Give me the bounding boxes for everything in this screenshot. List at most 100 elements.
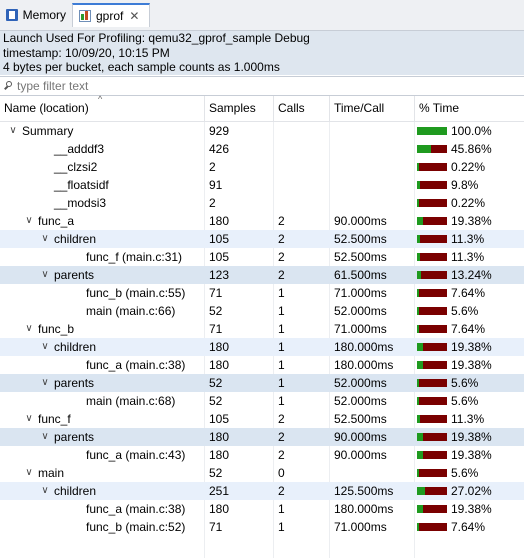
pct-time-bar	[417, 487, 447, 495]
column-divider	[329, 96, 330, 558]
table-row[interactable]: __adddf3 426 45.86%	[0, 140, 524, 158]
close-icon[interactable]: ✕	[129, 9, 140, 23]
row-samples: 180	[209, 340, 230, 354]
row-calls: 1	[278, 286, 285, 300]
row-pct-time: 7.64%	[451, 322, 486, 336]
row-samples: 52	[209, 304, 223, 318]
row-calls: 1	[278, 322, 285, 336]
row-calls: 1	[278, 304, 285, 318]
pct-time-bar-fill	[417, 253, 421, 261]
row-samples: 180	[209, 448, 230, 462]
column-header-samples-label: Samples	[209, 101, 256, 115]
pct-time-bar-fill	[417, 235, 421, 243]
row-samples: 929	[209, 124, 230, 138]
row-calls: 1	[278, 394, 285, 408]
expand-toggle-icon[interactable]: ∨	[41, 341, 49, 352]
row-time-call: 180.000ms	[334, 340, 394, 354]
row-name: parents	[54, 268, 95, 282]
bucket-info: 4 bytes per bucket, each sample counts a…	[3, 60, 280, 74]
expand-toggle-icon[interactable]: ∨	[41, 269, 49, 280]
row-pct-time: 0.22%	[451, 160, 486, 174]
row-pct-time: 11.3%	[451, 232, 485, 246]
row-name: func_b (main.c:52)	[86, 520, 186, 534]
column-divider	[204, 96, 205, 558]
row-samples: 52	[209, 394, 223, 408]
expand-toggle-icon[interactable]: ∨	[9, 125, 17, 136]
row-time-call: 90.000ms	[334, 448, 387, 462]
table-row[interactable]: ∨ parents 52 1 52.000ms 5.6%	[0, 374, 524, 392]
row-time-call: 180.000ms	[334, 502, 394, 516]
table-row[interactable]: ∨ parents 180 2 90.000ms 19.38%	[0, 428, 524, 446]
pct-time-bar-fill	[417, 523, 420, 531]
profile-info-panel: Launch Used For Profiling: qemu32_gprof_…	[0, 31, 524, 75]
table-row[interactable]: __clzsi2 2 0.22%	[0, 158, 524, 176]
expand-toggle-icon[interactable]: ∨	[41, 233, 49, 244]
row-samples: 105	[209, 412, 230, 426]
table-row[interactable]: __floatsidf 91 9.8%	[0, 176, 524, 194]
table-body: ∨ Summary 929 100.0% __adddf3 426 45.86% __clzs…	[0, 122, 524, 536]
row-time-call: 180.000ms	[334, 358, 394, 372]
table-row[interactable]: main (main.c:68) 52 1 52.000ms 5.6%	[0, 392, 524, 410]
expand-toggle-icon[interactable]: ∨	[25, 323, 33, 334]
expand-toggle-icon[interactable]: ∨	[41, 431, 49, 442]
table-row[interactable]: ∨ children 251 2 125.500ms 27.02%	[0, 482, 524, 500]
row-samples: 2	[209, 196, 216, 210]
expand-toggle-icon[interactable]: ∨	[25, 413, 33, 424]
filter-input[interactable]	[17, 79, 497, 93]
table-row[interactable]: main (main.c:66) 52 1 52.000ms 5.6%	[0, 302, 524, 320]
column-header-calls[interactable]: Calls	[274, 96, 330, 121]
table-row[interactable]: ∨ parents 123 2 61.500ms 13.24%	[0, 266, 524, 284]
column-header-time-call[interactable]: Time/Call	[330, 96, 415, 121]
row-name: func_a (main.c:38)	[86, 502, 186, 516]
pct-time-bar	[417, 217, 447, 225]
expand-toggle-icon[interactable]: ∨	[41, 377, 49, 388]
table-row[interactable]: ∨ children 180 1 180.000ms 19.38%	[0, 338, 524, 356]
table-row[interactable]: func_b (main.c:55) 71 1 71.000ms 7.64%	[0, 284, 524, 302]
row-calls: 2	[278, 250, 285, 264]
column-header-name[interactable]: ^ Name (location)	[0, 95, 205, 121]
row-name: func_b	[38, 322, 75, 336]
row-time-call: 71.000ms	[334, 286, 387, 300]
table-row[interactable]: ∨ func_b 71 1 71.000ms 7.64%	[0, 320, 524, 338]
pct-time-bar-fill	[417, 199, 419, 207]
row-name: main (main.c:66)	[86, 304, 176, 318]
row-pct-time: 19.38%	[451, 430, 492, 444]
row-pct-time: 19.38%	[451, 340, 492, 354]
row-name: main (main.c:68)	[86, 394, 176, 408]
table-row[interactable]: func_b (main.c:52) 71 1 71.000ms 7.64%	[0, 518, 524, 536]
table-row[interactable]: ∨ func_f 105 2 52.500ms 11.3%	[0, 410, 524, 428]
timestamp-info: timestamp: 10/09/20, 10:15 PM	[3, 45, 170, 60]
row-pct-time: 9.8%	[451, 178, 479, 192]
tab-memory[interactable]: Memory	[0, 3, 72, 27]
pct-time-bar	[417, 397, 447, 405]
pct-time-bar	[417, 433, 447, 441]
row-time-call: 52.500ms	[334, 232, 387, 246]
column-header-pct-time[interactable]: % Time	[415, 96, 524, 121]
row-samples: 71	[209, 286, 223, 300]
table-row[interactable]: ∨ main 52 0 5.6%	[0, 464, 524, 482]
row-calls: 2	[278, 268, 285, 282]
table-row[interactable]: __modsi3 2 0.22%	[0, 194, 524, 212]
editor-tab-bar: Memory gprof ✕	[0, 0, 524, 31]
table-row[interactable]: func_f (main.c:31) 105 2 52.500ms 11.3%	[0, 248, 524, 266]
tab-gprof[interactable]: gprof ✕	[72, 3, 150, 27]
column-header-samples[interactable]: Samples	[205, 96, 274, 121]
column-header-time-call-label: Time/Call	[334, 101, 385, 115]
pct-time-bar-fill	[417, 505, 423, 513]
table-row[interactable]: ∨ children 105 2 52.500ms 11.3%	[0, 230, 524, 248]
expand-toggle-icon[interactable]: ∨	[25, 467, 33, 478]
table-row[interactable]: func_a (main.c:43) 180 2 90.000ms 19.38%	[0, 446, 524, 464]
table-row[interactable]: func_a (main.c:38) 180 1 180.000ms 19.38%	[0, 356, 524, 374]
table-row[interactable]: ∨ func_a 180 2 90.000ms 19.38%	[0, 212, 524, 230]
row-time-call: 52.000ms	[334, 376, 387, 390]
expand-toggle-icon[interactable]: ∨	[25, 215, 33, 226]
pct-time-bar-fill	[417, 397, 419, 405]
table-row[interactable]: func_a (main.c:38) 180 1 180.000ms 19.38%	[0, 500, 524, 518]
row-pct-time: 19.38%	[451, 502, 492, 516]
pct-time-bar-fill	[417, 379, 419, 387]
table-row[interactable]: ∨ Summary 929 100.0%	[0, 122, 524, 140]
row-samples: 105	[209, 232, 230, 246]
pct-time-bar-fill	[417, 289, 420, 297]
gprof-icon	[79, 10, 91, 22]
expand-toggle-icon[interactable]: ∨	[41, 485, 49, 496]
